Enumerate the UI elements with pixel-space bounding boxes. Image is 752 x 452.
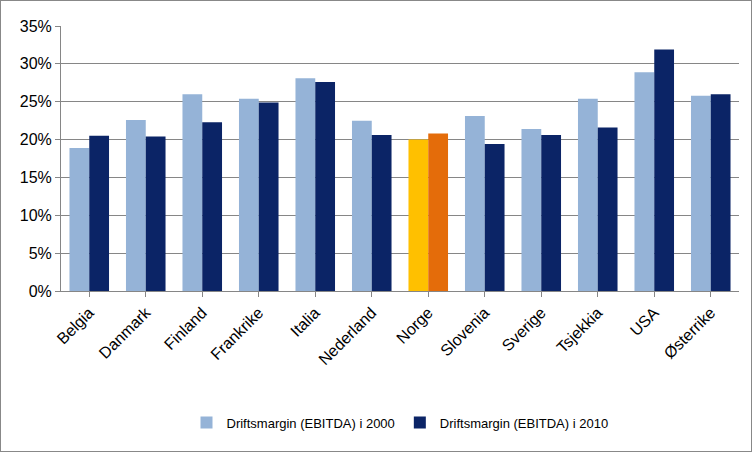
- svg-text:20%: 20%: [20, 131, 52, 148]
- svg-text:35%: 35%: [20, 18, 52, 35]
- svg-text:Sverige: Sverige: [499, 304, 549, 354]
- svg-text:Nederland: Nederland: [315, 304, 379, 368]
- svg-text:Østerrike: Østerrike: [661, 304, 719, 362]
- svg-text:Frankrike: Frankrike: [207, 304, 266, 363]
- svg-text:25%: 25%: [20, 93, 52, 110]
- svg-text:30%: 30%: [20, 55, 52, 72]
- svg-text:Driftsmargin (EBITDA) i 2010: Driftsmargin (EBITDA) i 2010: [440, 416, 608, 431]
- svg-text:Danmark: Danmark: [96, 303, 155, 362]
- svg-text:Slovenia: Slovenia: [437, 304, 492, 359]
- svg-text:15%: 15%: [20, 169, 52, 186]
- svg-text:Norge: Norge: [393, 304, 436, 347]
- svg-text:Finland: Finland: [161, 304, 210, 353]
- svg-text:Driftsmargin (EBITDA) i 2000: Driftsmargin (EBITDA) i 2000: [227, 416, 395, 431]
- svg-text:USA: USA: [627, 304, 663, 340]
- svg-text:Italia: Italia: [287, 304, 323, 340]
- svg-text:Belgia: Belgia: [54, 304, 98, 348]
- svg-text:10%: 10%: [20, 207, 52, 224]
- svg-text:Tsjekkia: Tsjekkia: [553, 304, 605, 356]
- svg-text:0%: 0%: [29, 283, 52, 300]
- svg-text:5%: 5%: [29, 245, 52, 262]
